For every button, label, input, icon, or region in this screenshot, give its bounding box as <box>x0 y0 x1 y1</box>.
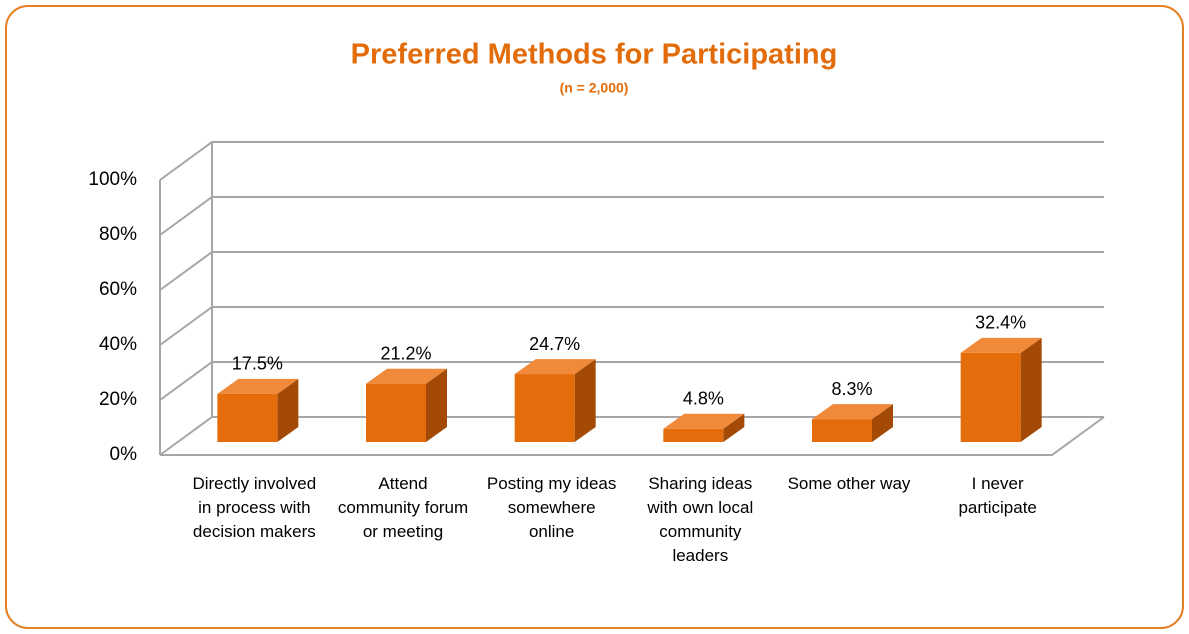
bar-top <box>663 413 745 429</box>
bar <box>960 352 1021 442</box>
bar-side <box>1020 337 1042 442</box>
x-tick-label: Posting my ideas somewhere online <box>486 474 617 541</box>
x-tick-label: Attend community forum or meeting <box>337 474 469 541</box>
x-tick-label: I never participate <box>958 474 1037 517</box>
bar-top <box>366 368 447 384</box>
chart-subtitle: (n = 2,000) <box>560 80 629 96</box>
bar-side <box>426 368 447 442</box>
grid-line <box>159 196 1104 236</box>
value-label: 32.4% <box>975 313 1026 333</box>
chart-frame <box>5 5 1184 629</box>
bar-top <box>960 337 1042 353</box>
bar-top <box>217 378 299 394</box>
y-tick-label: 0% <box>110 444 138 465</box>
grid-line <box>159 416 1104 456</box>
bar-side <box>277 378 299 442</box>
x-tick-label: Directly involved in process with decisi… <box>192 474 317 541</box>
grid-line <box>159 141 1104 181</box>
bar <box>812 419 872 442</box>
bar-top <box>514 359 596 375</box>
y-tick-label: 80% <box>99 224 137 245</box>
grid-line <box>159 251 1104 291</box>
bar <box>217 393 278 442</box>
bar <box>663 428 724 442</box>
value-label: 8.3% <box>831 379 872 399</box>
bar <box>514 374 575 442</box>
bar-side <box>872 404 893 442</box>
y-tick-label: 100% <box>88 169 137 190</box>
y-tick-label: 40% <box>99 334 137 355</box>
grid-line <box>159 306 1104 346</box>
value-label: 4.8% <box>683 389 724 409</box>
bar-side <box>574 359 596 442</box>
bar-side <box>723 413 745 442</box>
floor-edge <box>160 416 1105 456</box>
y-tick-label: 20% <box>99 389 137 410</box>
grid-line <box>159 361 1104 401</box>
value-label: 17.5% <box>232 354 283 374</box>
bar-top <box>812 404 893 420</box>
x-tick-label: Sharing ideas with own local community l… <box>647 474 754 565</box>
value-label: 21.2% <box>380 343 431 363</box>
x-tick-label: Some other way <box>787 474 911 493</box>
y-tick-label: 60% <box>99 279 137 300</box>
value-label: 24.7% <box>529 334 580 354</box>
bar <box>366 383 426 442</box>
chart-title: Preferred Methods for Participating <box>351 39 838 71</box>
